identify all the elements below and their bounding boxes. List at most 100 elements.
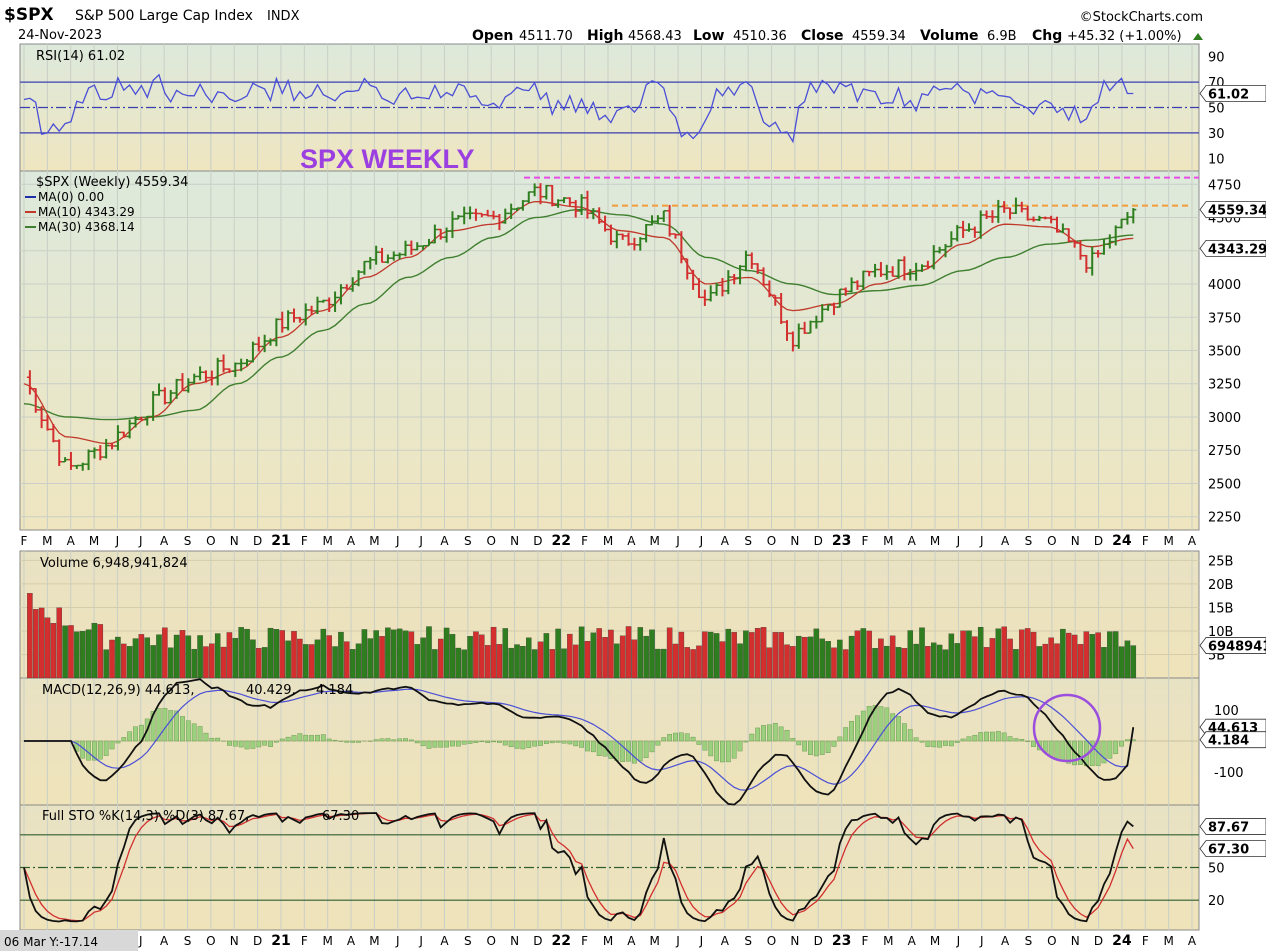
x-tick-label: O xyxy=(1047,534,1056,548)
macd-histogram-bar xyxy=(1066,740,1072,764)
volume-bar xyxy=(308,644,315,679)
volume-bar xyxy=(220,646,227,679)
macd-histogram-bar xyxy=(831,740,837,747)
macd-histogram-bar xyxy=(467,740,473,744)
x-tick-label-bottom: F xyxy=(581,934,588,948)
volume-bar xyxy=(1001,626,1007,679)
macd-histogram-bar xyxy=(291,735,297,742)
sto-d-line xyxy=(23,812,1134,922)
macd-histogram-bar xyxy=(379,738,385,742)
symbol-label: $SPX xyxy=(4,5,54,25)
macd-histogram-bar xyxy=(162,708,168,742)
volume-bar xyxy=(355,643,362,679)
volume-bar xyxy=(614,643,620,679)
macd-histogram-bar xyxy=(526,740,532,748)
volume-bar xyxy=(38,607,45,679)
volume-bar xyxy=(866,630,872,679)
macd-histogram-bar xyxy=(320,734,326,742)
volume-bar xyxy=(297,638,303,679)
x-tick-label-bottom: A xyxy=(721,934,730,948)
x-tick-label: A xyxy=(440,534,449,548)
macd-histogram-bar xyxy=(731,740,737,759)
macd-histogram-bar xyxy=(485,740,491,743)
volume-bar xyxy=(936,644,943,679)
volume-bar xyxy=(432,649,438,679)
macd-histogram-bar xyxy=(1113,740,1119,755)
volume-bar xyxy=(132,638,139,679)
macd-histogram-bar xyxy=(520,740,526,750)
volume-bar xyxy=(1007,638,1013,679)
volume-value-tag-box xyxy=(1199,637,1266,654)
macd-histogram-bar xyxy=(408,739,414,742)
macd-histogram-bar xyxy=(743,740,749,743)
volume-bar xyxy=(332,646,338,679)
volume-bar xyxy=(1060,628,1066,679)
macd-histogram-bar xyxy=(954,740,960,743)
open-label: Open xyxy=(472,28,513,44)
volume-bar xyxy=(602,637,608,679)
macd-histogram-bar xyxy=(931,740,937,748)
x-tick-label: F xyxy=(21,534,28,548)
volume-bar xyxy=(191,648,197,679)
volume-bar xyxy=(625,626,632,679)
volume-bar xyxy=(150,645,156,679)
macd-histogram-bar xyxy=(455,740,461,747)
x-tick-label: S xyxy=(184,534,192,548)
x-tick-label-bottom: J xyxy=(956,934,961,948)
volume-bar xyxy=(561,648,567,679)
rsi-axis-label: 50 xyxy=(1208,102,1225,117)
volume-bar xyxy=(173,634,180,679)
macd-histogram-bar xyxy=(1031,740,1036,747)
x-tick-label: M xyxy=(1163,534,1173,548)
macd-indicator xyxy=(24,678,1136,806)
volume-bar xyxy=(1095,632,1101,679)
volume-bar xyxy=(584,640,591,679)
volume-bar xyxy=(484,645,491,679)
x-tick-label-bottom: S xyxy=(744,934,752,948)
macd-histogram-bar xyxy=(585,740,590,752)
x-tick-label: J xyxy=(138,534,143,548)
volume-bar xyxy=(608,629,614,679)
macd-histogram-bar xyxy=(86,740,91,761)
volume-bar xyxy=(1048,637,1054,679)
x-tick-label-bottom: O xyxy=(206,934,215,948)
volume-title: Volume 6,948,941,824 xyxy=(40,556,188,571)
volume-axis-label: 25B xyxy=(1208,554,1233,569)
macd-histogram-bar xyxy=(180,716,185,742)
volume-bar xyxy=(619,635,626,679)
ma-value-tag-box xyxy=(1199,239,1266,257)
price-value-tag: 4559.34 xyxy=(1208,204,1266,219)
macd-histogram-bar xyxy=(238,740,244,748)
volume-bar xyxy=(156,634,162,679)
volume-bar xyxy=(696,645,702,679)
volume-axis-label: 15B xyxy=(1208,601,1233,616)
x-tick-label-bottom: S xyxy=(184,934,192,948)
volume-bar xyxy=(901,648,908,679)
rsi-axis-label: 30 xyxy=(1208,127,1225,142)
volume-bar xyxy=(508,647,514,679)
volume-bar xyxy=(44,617,51,679)
x-tick-label-bottom: N xyxy=(790,934,799,948)
x-tick-label: D xyxy=(1094,534,1103,548)
macd-histogram-bar xyxy=(444,740,449,748)
volume-bar xyxy=(878,638,884,679)
x-tick-label-bottom: F xyxy=(301,934,308,948)
macd-histogram-bar xyxy=(661,737,667,742)
volume-bar xyxy=(273,629,280,679)
x-tick-label-bottom: A xyxy=(627,934,636,948)
low-label: Low xyxy=(693,28,725,44)
volume-bar xyxy=(643,635,649,679)
macd-histogram-bar xyxy=(121,737,127,742)
volume-bar xyxy=(179,630,186,679)
volume-bar xyxy=(983,647,990,679)
volume-bar xyxy=(1130,645,1137,679)
x-tick-label: N xyxy=(230,534,239,548)
price-axis-label: 4750 xyxy=(1208,178,1241,193)
x-tick-label: J xyxy=(675,534,680,548)
macd-histogram-bar xyxy=(92,740,97,761)
macd-histogram-bar xyxy=(344,740,350,743)
volume-bar xyxy=(942,649,949,679)
x-tick-label-bottom: J xyxy=(418,934,423,948)
x-tick-label: O xyxy=(767,534,776,548)
ohlc-readout: Open 4511.70 High 4568.43 Low 4510.36 Cl… xyxy=(472,28,1203,44)
